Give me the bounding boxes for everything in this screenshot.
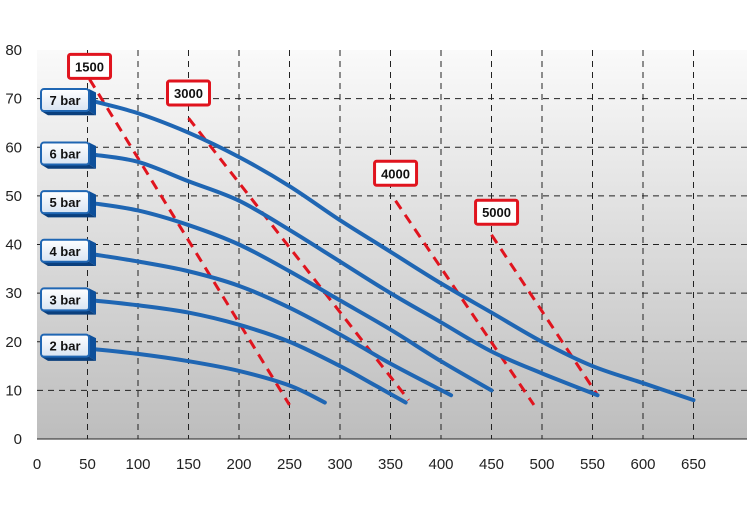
- x-tick-label: 450: [479, 456, 504, 473]
- y-tick-label: 30: [5, 285, 22, 302]
- y-tick-label: 70: [5, 91, 22, 108]
- pressure-tag-4-bar: 4 bar: [40, 238, 96, 266]
- x-tick-label: 650: [681, 456, 706, 473]
- pressure-curve-4-bar: [90, 252, 454, 398]
- pressure-labels: 7 bar 6 bar 5 bar 4 bar 3 bar 2 bar: [40, 88, 96, 361]
- pressure-tag-text: 7 bar: [49, 93, 80, 108]
- pressure-tag-text: 2 bar: [49, 339, 80, 354]
- rpm-line-1500: [88, 78, 291, 406]
- x-tick-label: 50: [79, 456, 96, 473]
- x-tick-label: 500: [529, 456, 554, 473]
- pressure-tag-3-bar: 3 bar: [40, 287, 96, 315]
- x-tick-label: 250: [277, 456, 302, 473]
- x-tick-label: 100: [125, 456, 150, 473]
- rpm-tag-text: 4000: [381, 166, 410, 181]
- x-tick-label: 600: [630, 456, 655, 473]
- rpm-tag-4000: 4000: [373, 159, 419, 187]
- pressure-lines: [90, 99, 696, 405]
- x-tick-label: 300: [327, 456, 352, 473]
- rpm-tag-3000: 3000: [166, 79, 211, 107]
- rpm-tag-5000: 5000: [474, 198, 520, 226]
- rpm-tag-text: 1500: [75, 59, 104, 74]
- pressure-tag-5-bar: 5 bar: [40, 190, 96, 218]
- pressure-curve-2-bar: [90, 347, 327, 405]
- pressure-tag-text: 4 bar: [49, 244, 80, 259]
- pressure-tag-6-bar: 6 bar: [40, 141, 96, 169]
- x-tick-label: 200: [226, 456, 251, 473]
- x-tick-label: 0: [33, 456, 41, 473]
- pressure-curve-7-bar: [90, 99, 696, 403]
- tick-labels: 0 50 100 150 200 250 300 350 400 450 500 550 600 650 0…: [5, 42, 706, 473]
- y-tick-label: 80: [5, 42, 22, 59]
- rpm-tag-1500: 1500: [67, 52, 113, 80]
- x-tick-label: 350: [378, 456, 403, 473]
- pressure-tag-text: 5 bar: [49, 195, 80, 210]
- y-tick-label: 60: [5, 139, 22, 156]
- rpm-line-5000: [490, 233, 599, 397]
- pressure-curve-5-bar: [90, 201, 494, 393]
- y-tick-label: 0: [14, 431, 22, 448]
- rpm-tag-text: 3000: [174, 86, 203, 101]
- pressure-tag-2-bar: 2 bar: [40, 333, 96, 361]
- y-tick-label: 40: [5, 237, 22, 254]
- y-tick-label: 10: [5, 382, 22, 399]
- x-tick-label: 150: [176, 456, 201, 473]
- pressure-tag-text: 6 bar: [49, 147, 80, 162]
- rpm-tag-text: 5000: [482, 205, 511, 220]
- pressure-tag-7-bar: 7 bar: [40, 88, 96, 116]
- pressure-curve-3-bar: [90, 298, 408, 405]
- pressure-tag-text: 3 bar: [49, 292, 80, 307]
- y-tick-label: 50: [5, 188, 22, 205]
- rpm-line-4000: [394, 199, 536, 406]
- pressure-curve-6-bar: [90, 152, 600, 398]
- rpm-labels: 1500 3000 4000 5000: [67, 52, 520, 226]
- x-tick-label: 400: [428, 456, 453, 473]
- y-tick-label: 20: [5, 334, 22, 351]
- x-tick-label: 550: [580, 456, 605, 473]
